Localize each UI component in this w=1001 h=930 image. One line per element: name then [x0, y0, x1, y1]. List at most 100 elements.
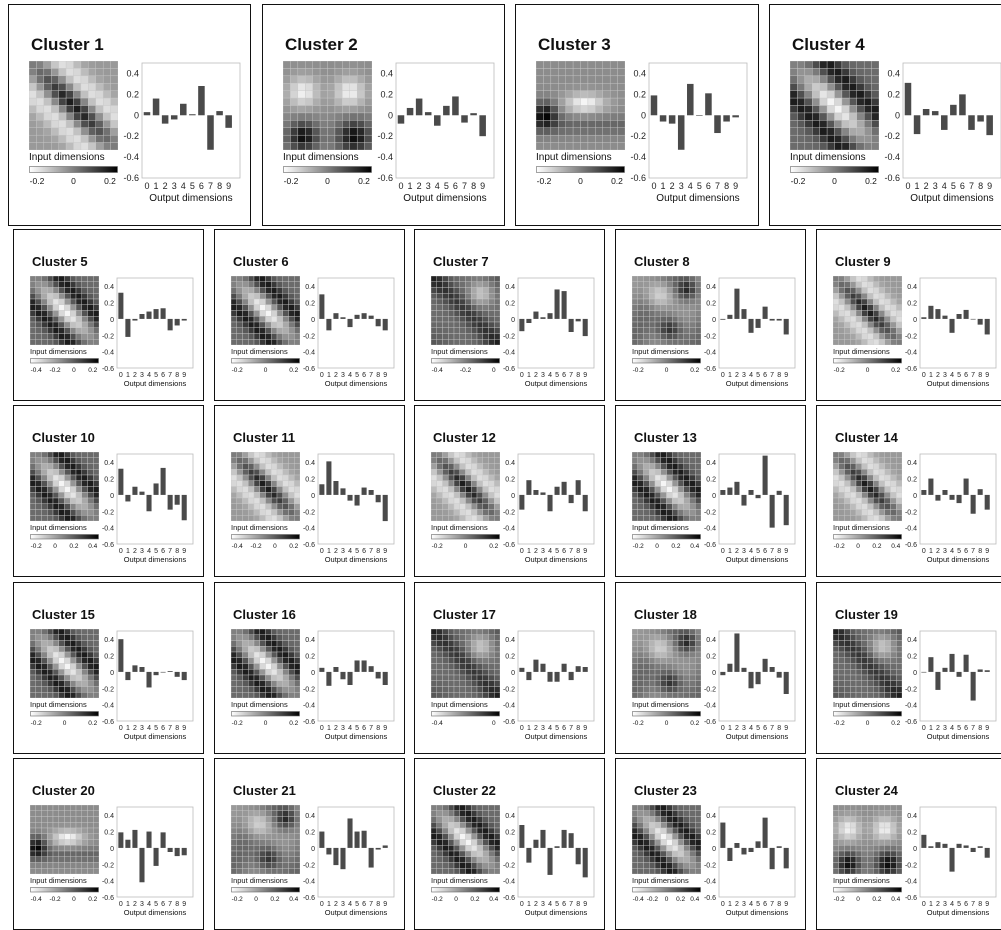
heatmap-cell: [81, 474, 88, 482]
heatmap-cell: [482, 298, 489, 306]
heatmap-cell: [855, 833, 863, 840]
heatmap-cell: [797, 75, 806, 84]
heatmap-cell: [476, 293, 484, 300]
bar-mark: [368, 490, 374, 495]
heatmap-cell: [833, 816, 840, 823]
bar-mark: [723, 115, 730, 122]
heatmap-cell: [276, 463, 284, 470]
heatmap-cell: [471, 810, 478, 817]
bar-axes-box: [919, 806, 997, 898]
x-tick-label: 3: [742, 372, 746, 379]
heatmap-cell: [75, 316, 83, 323]
heatmap-cell: [632, 469, 639, 476]
heatmap-cell: [863, 61, 872, 69]
input-axis-label: Input dimensions: [833, 876, 890, 885]
heatmap-cell: [867, 304, 874, 311]
heatmap-cell: [64, 509, 71, 516]
heatmap-cell: [64, 640, 71, 647]
heatmap-cell: [282, 822, 289, 829]
heatmap-cell: [838, 515, 845, 521]
heatmap-cell: [70, 845, 77, 852]
bar-mark: [354, 831, 360, 848]
heatmap-cell: [431, 287, 438, 294]
heatmap-cell: [276, 452, 284, 459]
heatmap-cell: [878, 486, 886, 493]
heatmap-cell: [349, 97, 358, 106]
heatmap-cell: [833, 509, 840, 516]
cluster-panel: Cluster 12 Input dimensions -0.2 0 0.2 0.4 0.2…: [414, 405, 605, 577]
heatmap-cell: [265, 686, 272, 693]
heatmap-cell: [476, 287, 484, 294]
heatmap-cell: [565, 142, 574, 150]
heatmap-cell: [448, 651, 455, 659]
heatmap-cell: [465, 321, 472, 329]
heatmap-cell: [282, 310, 289, 317]
heatmap-cell: [637, 680, 644, 687]
heatmap-cell: [677, 862, 685, 869]
bar-mark: [434, 115, 441, 126]
panel-title: Cluster 19: [835, 607, 898, 622]
heatmap-cell: [442, 640, 449, 647]
heatmap-cell: [867, 646, 874, 653]
heatmap-cell: [30, 474, 37, 482]
heatmap-cell: [259, 629, 266, 636]
heatmap-cell: [35, 515, 42, 521]
heatmap-cell: [878, 686, 886, 693]
colorbar-tick-label: 0.2: [104, 176, 116, 186]
heatmap-cell: [683, 850, 690, 858]
heatmap-cell: [459, 293, 466, 300]
heatmap-cell: [861, 452, 868, 459]
heatmap-cell: [36, 83, 45, 91]
heatmap-cell: [231, 629, 238, 636]
heatmap-cell: [305, 134, 313, 143]
heatmap-cell: [58, 634, 65, 641]
heatmap-cell: [73, 83, 82, 91]
weight-heatmap: [431, 276, 500, 345]
x-tick-label: 0: [922, 372, 926, 379]
heatmap-cell: [35, 629, 42, 636]
heatmap-cell: [265, 868, 272, 874]
heatmap-cell: [80, 105, 89, 114]
heatmap-cell: [861, 293, 868, 300]
heatmap-cell: [231, 680, 238, 687]
heatmap-cell: [41, 827, 48, 835]
heatmap-cell: [41, 509, 48, 516]
colorbar-tick-label: 0: [664, 719, 669, 727]
heatmap-cell: [844, 486, 851, 493]
heatmap-cell: [666, 634, 673, 641]
colorbar: [431, 711, 500, 717]
heatmap-cell: [253, 509, 261, 516]
heatmap-cell: [609, 120, 618, 129]
heatmap-cell: [833, 515, 840, 521]
heatmap-cell: [476, 862, 484, 869]
y-tick-label: -0.2: [704, 333, 716, 340]
heatmap-cell: [36, 68, 45, 77]
bar-mark: [181, 494, 187, 521]
heatmap-cell: [558, 68, 566, 77]
heatmap-cell: [431, 457, 438, 464]
heatmap-cell: [797, 142, 806, 150]
heatmap-cell: [617, 112, 625, 121]
heatmap-cell: [283, 90, 291, 99]
heatmap-cell: [609, 75, 618, 84]
input-axis-label: Input dimensions: [231, 876, 288, 885]
heatmap-cell: [672, 515, 679, 521]
heatmap-cell: [253, 276, 261, 283]
heatmap-cell: [838, 822, 845, 829]
heatmap-cell: [790, 83, 798, 91]
heatmap-cell: [47, 469, 54, 476]
bar-mark: [913, 115, 921, 135]
y-tick-label: 0: [511, 317, 515, 324]
bar-mark: [921, 317, 927, 319]
heatmap-cell: [632, 845, 639, 852]
heatmap-cell: [861, 339, 868, 345]
heatmap-cell: [29, 112, 37, 121]
heatmap-cell: [643, 646, 650, 653]
heatmap-cell: [52, 497, 60, 505]
colorbar: [632, 711, 701, 717]
heatmap-cell: [297, 83, 306, 91]
heatmap-cell: [436, 293, 443, 300]
heatmap-cell: [482, 816, 489, 823]
heatmap-cell: [855, 856, 863, 863]
heatmap-cell: [248, 856, 255, 863]
